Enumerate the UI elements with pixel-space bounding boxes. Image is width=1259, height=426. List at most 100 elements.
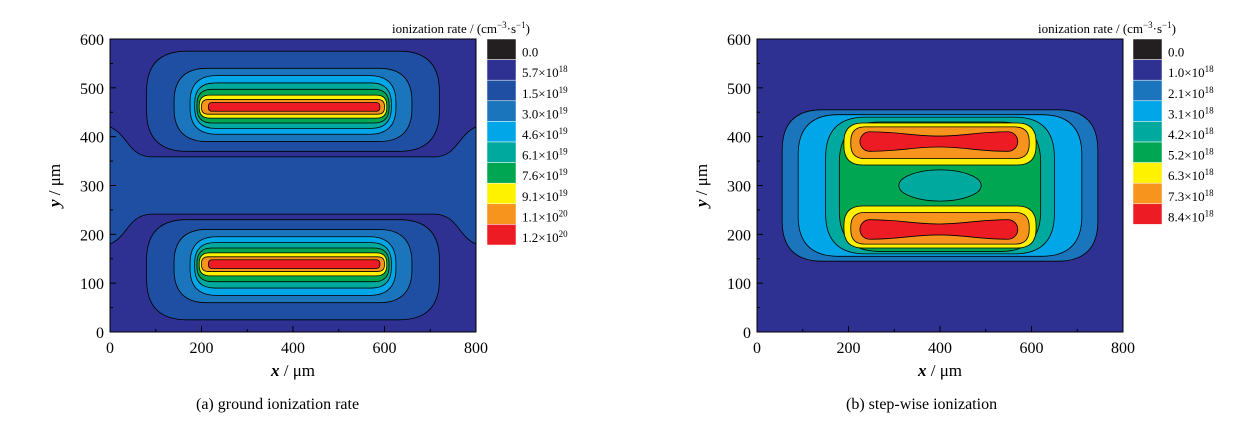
x-axis-label: x / μm: [270, 361, 315, 380]
colorbar-level-mantissa: 4.2: [1168, 127, 1184, 142]
x-tick-label: 600: [1020, 340, 1044, 357]
colorbar-level-label: 0.0: [1168, 45, 1184, 60]
colorbar-level-mantissa: 6.1: [522, 148, 538, 163]
contour-field: [110, 39, 476, 332]
colorbar-level-label: 2.1×1018: [1168, 85, 1214, 101]
colorbar-level-mantissa: 5.2: [1168, 148, 1184, 163]
colorbar-level-exponent: 18: [1205, 85, 1215, 95]
colorbar-swatch: [1132, 59, 1163, 81]
colorbar-level-times: ×10: [538, 106, 558, 121]
colorbar-level-exponent: 20: [559, 208, 569, 218]
contour-field: [757, 39, 1123, 332]
colorbar-swatch: [1132, 79, 1163, 102]
y-tick-label: 600: [727, 32, 751, 49]
colorbar-title-sup: −1: [516, 20, 526, 30]
contour-level-9: [207, 102, 381, 112]
colorbar-level-label: 6.1×1019: [522, 147, 568, 163]
colorbar-swatch: [486, 203, 517, 225]
colorbar-swatch: [1132, 141, 1163, 163]
colorbar-level-mantissa: 7.3: [1168, 189, 1184, 204]
colorbar-level-mantissa: 9.1: [522, 189, 538, 204]
colorbar-title-text: ionization rate / (cm: [392, 21, 497, 36]
y-axis-label-unit: / μm: [692, 164, 711, 200]
x-axis-label-unit: / μm: [926, 361, 962, 380]
colorbar-level-label: 0.0: [522, 45, 538, 60]
colorbar-level-label: 3.0×1019: [522, 105, 568, 121]
y-axis-label: y / μm: [692, 164, 711, 209]
colorbar-level-mantissa: 4.6: [522, 127, 539, 142]
colorbar-level-mantissa: 1.5: [522, 86, 538, 101]
colorbar-swatch: [486, 38, 517, 60]
contour-level-2: [110, 126, 476, 245]
colorbar-level-times: ×10: [1184, 148, 1204, 163]
colorbar-level-label: 8.4×1018: [1168, 208, 1214, 224]
x-tick-label: 200: [837, 340, 861, 357]
colorbar-level-mantissa: 0.0: [1168, 45, 1184, 60]
colorbar-title-sup: −3: [497, 20, 507, 30]
x-tick-label: 600: [373, 340, 397, 357]
colorbar-level-times: ×10: [1184, 106, 1204, 121]
colorbar-swatch: [486, 59, 517, 81]
colorbar-level-exponent: 19: [559, 85, 569, 95]
y-tick-label: 300: [80, 179, 104, 196]
colorbar-swatch: [1132, 100, 1163, 122]
colorbar-title-end: ): [526, 21, 530, 36]
x-tick-label: 0: [106, 340, 114, 357]
y-tick-label: 500: [80, 81, 104, 98]
colorbar-level-label: 4.2×1018: [1168, 126, 1214, 142]
y-tick-label: 200: [80, 227, 104, 244]
y-axis-label-unit: / μm: [45, 164, 64, 200]
colorbar-swatch: [486, 182, 517, 205]
x-axis-label-var: x: [270, 361, 280, 380]
y-tick-label: 100: [80, 276, 104, 293]
colorbar-level-times: ×10: [1184, 65, 1204, 80]
colorbar-level-mantissa: 8.4: [1168, 209, 1185, 224]
colorbar-level-label: 1.5×1019: [522, 85, 568, 101]
colorbar-level-exponent: 19: [559, 167, 569, 177]
colorbar-level-mantissa: 0.0: [522, 45, 538, 60]
y-tick-label: 400: [80, 130, 104, 147]
colorbar-level-label: 9.1×1019: [522, 188, 568, 204]
y-tick-label: 600: [80, 32, 104, 49]
colorbar-level-exponent: 18: [1205, 105, 1215, 115]
colorbar-level-exponent: 19: [559, 147, 569, 157]
colorbar-level-times: ×10: [538, 127, 558, 142]
colorbar-title-mid: ·s: [1153, 21, 1162, 36]
x-tick-label: 400: [928, 340, 952, 357]
caption-a: (a) ground ionization rate: [196, 396, 360, 413]
colorbar-level-times: ×10: [1184, 209, 1204, 224]
colorbar-level-times: ×10: [1184, 127, 1204, 142]
colorbar-level-label: 5.2×1018: [1168, 147, 1214, 163]
colorbar-swatch: [486, 141, 517, 163]
colorbar-level-label: 4.6×1019: [522, 126, 568, 142]
x-axis-label-var: x: [917, 361, 927, 380]
colorbar-level-exponent: 19: [559, 126, 569, 136]
colorbar-level-exponent: 18: [1205, 167, 1215, 177]
colorbar-swatch: [486, 121, 517, 143]
colorbar-level-exponent: 18: [559, 64, 569, 74]
y-tick-label: 100: [727, 276, 751, 293]
colorbar-swatch: [1132, 182, 1163, 205]
colorbar-level-label: 3.1×1018: [1168, 105, 1214, 121]
colorbar-level-label: 1.1×1020: [522, 208, 568, 224]
colorbar-level-label: 1.0×1018: [1168, 64, 1214, 80]
contour-level-8: [859, 219, 1019, 240]
colorbar-level-exponent: 18: [1205, 147, 1215, 157]
colorbar-level-times: ×10: [538, 148, 558, 163]
colorbar-level-times: ×10: [1184, 86, 1204, 101]
x-tick-label: 200: [190, 340, 214, 357]
x-axis-label: x / μm: [917, 361, 962, 380]
colorbar-level-label: 5.7×1018: [522, 64, 568, 80]
colorbar-level-times: ×10: [538, 65, 558, 80]
colorbar-title: ionization rate / (cm−3·s−1): [1038, 20, 1176, 36]
colorbar-title-end: ): [1172, 21, 1176, 36]
colorbar-level-times: ×10: [538, 209, 558, 224]
x-axis-label-unit: / μm: [279, 361, 315, 380]
y-tick-label: 0: [743, 325, 751, 342]
colorbar-title-sup: −1: [1162, 20, 1172, 30]
colorbar-swatch: [486, 79, 517, 102]
colorbar-swatch: [486, 224, 517, 246]
x-tick-label: 0: [753, 340, 761, 357]
